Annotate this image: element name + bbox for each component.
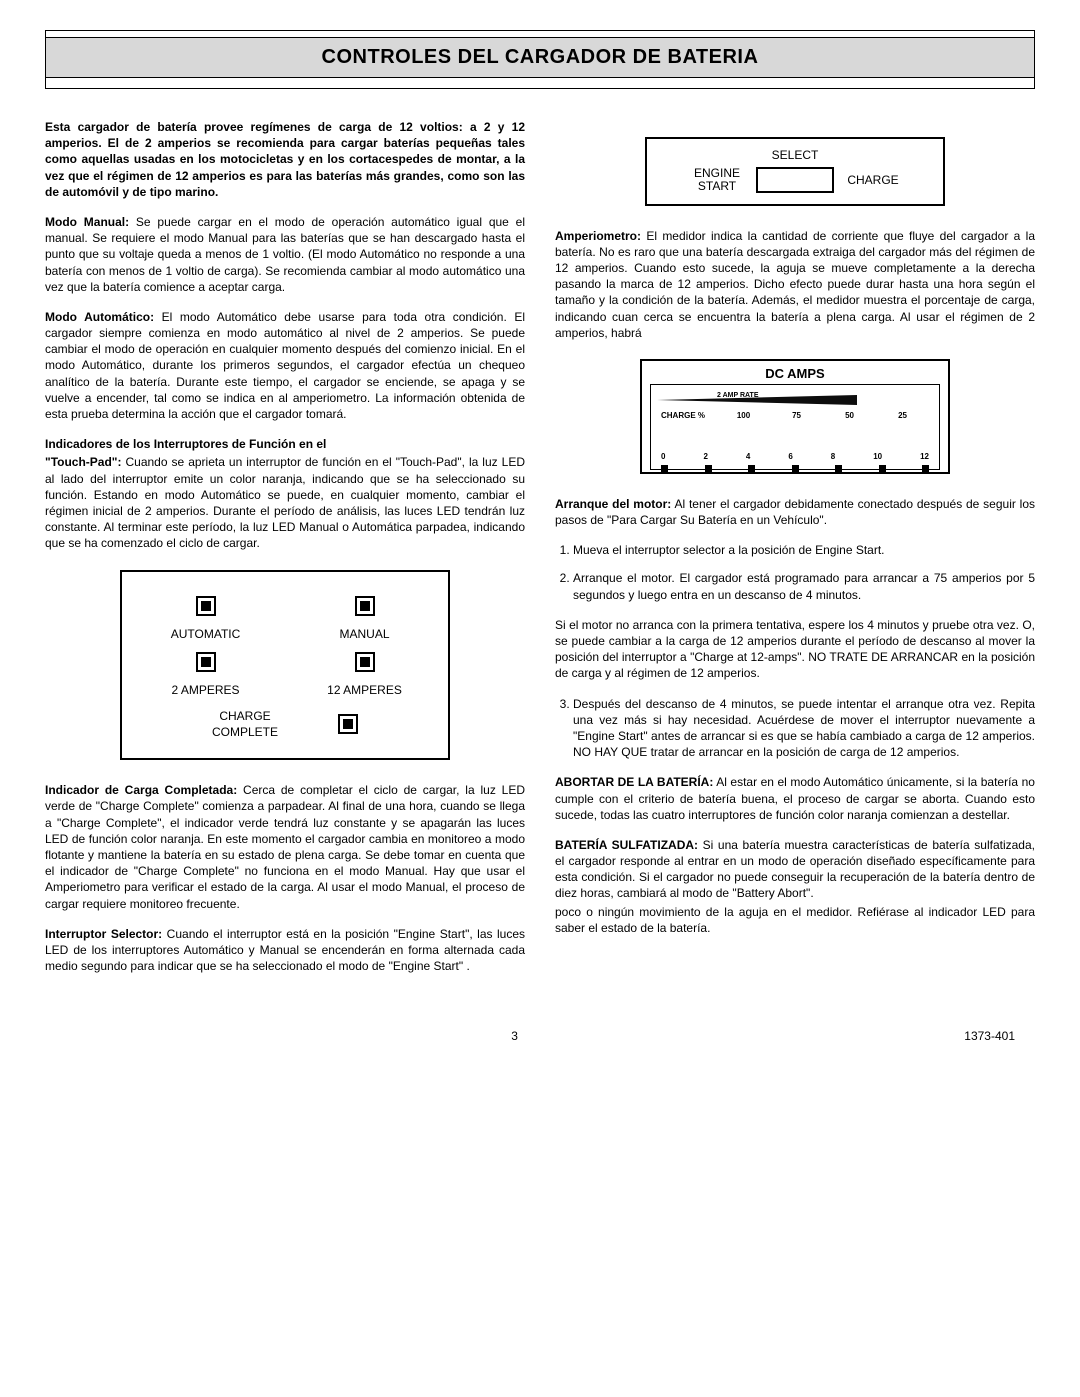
charge-label: CHARGE	[838, 174, 908, 187]
page-footer: 3 1373-401	[45, 1028, 1035, 1044]
led-automatic-icon	[196, 596, 216, 616]
abortar-label: ABORTAR DE LA BATERÍA:	[555, 775, 713, 789]
select-switch-diagram: SELECT ENGINE START CHARGE	[645, 137, 945, 206]
touchpad-paragraph: "Touch-Pad": Cuando se aprieta un interr…	[45, 454, 525, 551]
label-automatic: AUTOMATIC	[171, 626, 241, 642]
sulfatizada-paragraph: BATERÍA SULFATIZADA: Si una batería mues…	[555, 837, 1035, 902]
label-12amp: 12 AMPERES	[327, 682, 402, 698]
page-number: 3	[511, 1028, 518, 1044]
modo-auto-label: Modo Automático:	[45, 310, 154, 324]
arranque-step3-list: Después del descanso de 4 minutos, se pu…	[555, 696, 1035, 761]
indic-completa-paragraph: Indicador de Carga Completada: Cerca de …	[45, 782, 525, 912]
step-1: Mueva el interruptor selector a la posic…	[573, 542, 1035, 558]
indic-completa-label: Indicador de Carga Completada:	[45, 783, 237, 797]
doc-code: 1373-401	[964, 1028, 1015, 1044]
right-column: SELECT ENGINE START CHARGE Amperiometro:…	[555, 119, 1035, 988]
modo-auto-paragraph: Modo Automático: El modo Automático debe…	[45, 309, 525, 422]
arranque-label: Arranque del motor:	[555, 497, 671, 511]
arranque-paragraph: Arranque del motor: Al tener el cargador…	[555, 496, 1035, 528]
label-manual: MANUAL	[339, 626, 389, 642]
between-steps-paragraph: Si el motor no arranca con la primera te…	[555, 617, 1035, 682]
led-12amp-icon	[355, 652, 375, 672]
select-label: SELECT	[655, 147, 935, 163]
dc-amps-meter-diagram: DC AMPS 2 AMP RATE CHARGE % 100 75 50 25…	[640, 359, 950, 474]
dc-amps-title: DC AMPS	[650, 365, 940, 383]
arranque-steps-list: Mueva el interruptor selector a la posic…	[555, 542, 1035, 603]
page-title: CONTROLES DEL CARGADOR DE BATERIA	[46, 37, 1034, 78]
label-charge-complete: CHARGE COMPLETE	[212, 708, 278, 740]
indic-completa-text: Cerca de completar el ciclo de cargar, l…	[45, 783, 525, 910]
touchpad-text: Cuando se aprieta un interruptor de func…	[45, 455, 525, 550]
interruptor-label: Interruptor Selector:	[45, 927, 162, 941]
led-charge-complete-icon	[338, 714, 358, 734]
modo-manual-label: Modo Manual:	[45, 215, 129, 229]
engine-start-label: ENGINE START	[682, 167, 752, 193]
label-2amp: 2 AMPERES	[171, 682, 239, 698]
step-3: Después del descanso de 4 minutos, se pu…	[573, 696, 1035, 761]
switch-slot-icon	[756, 167, 834, 193]
abortar-paragraph: ABORTAR DE LA BATERÍA: Al estar en el mo…	[555, 774, 1035, 823]
sulfatizada-label: BATERÍA SULFATIZADA:	[555, 838, 698, 852]
touchpad-diagram: AUTOMATIC MANUAL 2 AMPERES 12 AMPERES CH…	[120, 570, 450, 761]
amp-rate-label: 2 AMP RATE	[717, 391, 759, 400]
modo-auto-text: El modo Automático debe usarse para toda…	[45, 310, 525, 421]
content-columns: Esta cargador de batería provee regímene…	[45, 119, 1035, 988]
amperiometro-text: El medidor indica la cantidad de corrien…	[555, 229, 1035, 340]
intro-paragraph: Esta cargador de batería provee regímene…	[45, 119, 525, 200]
amp-scale-labels: 0 2 4 6 8 10 12	[657, 452, 933, 463]
indicadores-subhead: Indicadores de los Interruptores de Func…	[45, 436, 525, 452]
touchpad-label: "Touch-Pad":	[45, 455, 121, 469]
amperiometro-paragraph: Amperiometro: El medidor indica la canti…	[555, 228, 1035, 341]
interruptor-paragraph: Interruptor Selector: Cuando el interrup…	[45, 926, 525, 975]
page-frame: CONTROLES DEL CARGADOR DE BATERIA	[45, 30, 1035, 89]
step-2: Arranque el motor. El cargador está prog…	[573, 570, 1035, 602]
meter-frame: 2 AMP RATE CHARGE % 100 75 50 25 0 2 4 6…	[650, 384, 940, 470]
amp-scale-ticks	[657, 465, 933, 472]
led-manual-icon	[355, 596, 375, 616]
led-2amp-icon	[196, 652, 216, 672]
modo-manual-paragraph: Modo Manual: Se puede cargar en el modo …	[45, 214, 525, 295]
amperiometro-label: Amperiometro:	[555, 229, 641, 243]
tail-paragraph: poco o ningún movimiento de la aguja en …	[555, 904, 1035, 936]
left-column: Esta cargador de batería provee regímene…	[45, 119, 525, 988]
